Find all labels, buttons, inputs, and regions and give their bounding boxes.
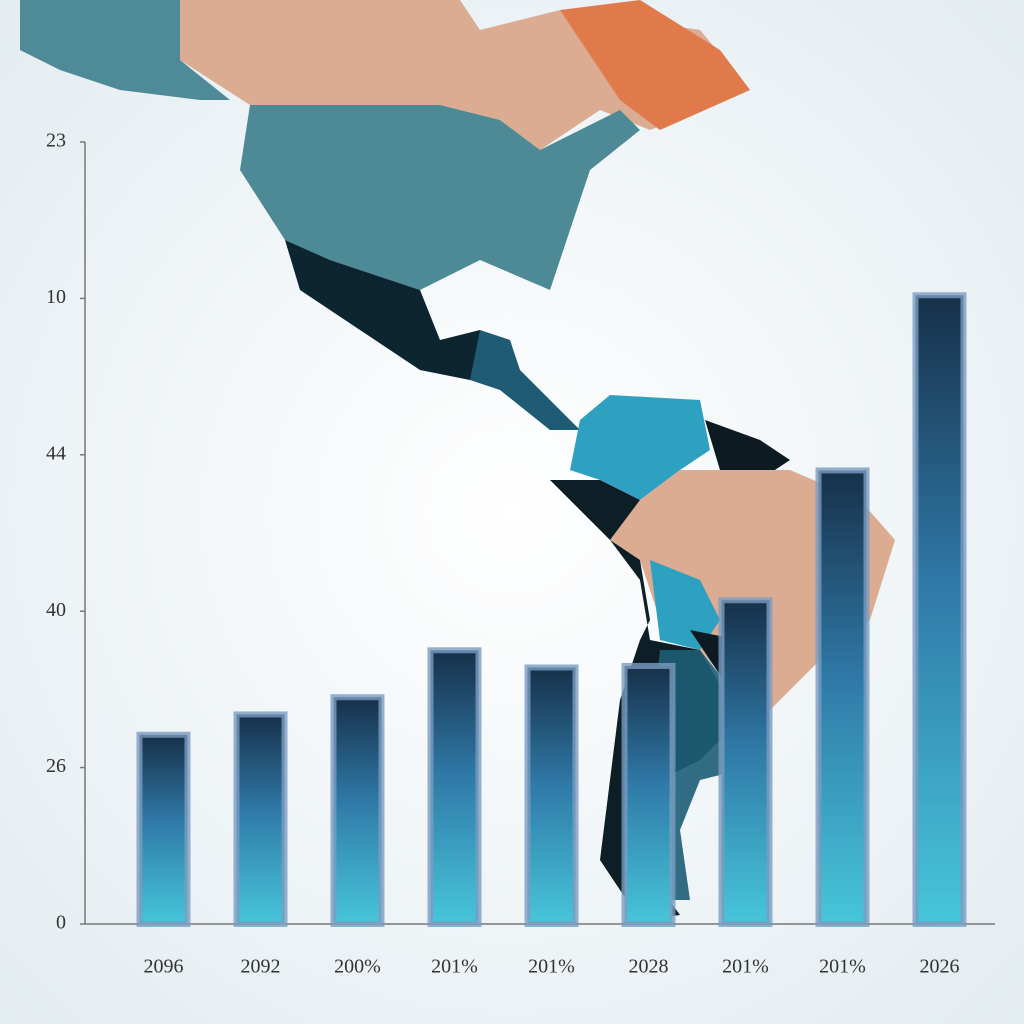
x-tick-label: 201% bbox=[722, 956, 769, 978]
x-tick-label: 2096 bbox=[144, 956, 184, 978]
x-tick-label: 201% bbox=[528, 956, 575, 978]
bar bbox=[815, 467, 870, 927]
x-tick-label: 201% bbox=[819, 956, 866, 978]
x-tick-label: 201% bbox=[431, 956, 478, 978]
y-tick-label: 23 bbox=[46, 130, 66, 152]
bar bbox=[136, 731, 191, 927]
y-tick-label: 26 bbox=[46, 755, 66, 777]
x-tick-label: 2028 bbox=[629, 956, 669, 978]
x-tick-label: 2026 bbox=[920, 956, 960, 978]
bar bbox=[233, 711, 288, 928]
x-tick-label: 2092 bbox=[241, 956, 281, 978]
bar bbox=[912, 292, 967, 928]
y-tick-label: 44 bbox=[46, 442, 66, 464]
y-tick-label: 0 bbox=[56, 912, 66, 934]
bar bbox=[330, 694, 385, 927]
bar bbox=[524, 664, 579, 928]
x-tick-label: 200% bbox=[334, 956, 381, 978]
y-tick-label: 40 bbox=[46, 599, 66, 621]
bar bbox=[718, 597, 773, 927]
y-tick-label: 10 bbox=[46, 286, 66, 308]
bar bbox=[427, 647, 482, 927]
bar bbox=[621, 662, 676, 927]
